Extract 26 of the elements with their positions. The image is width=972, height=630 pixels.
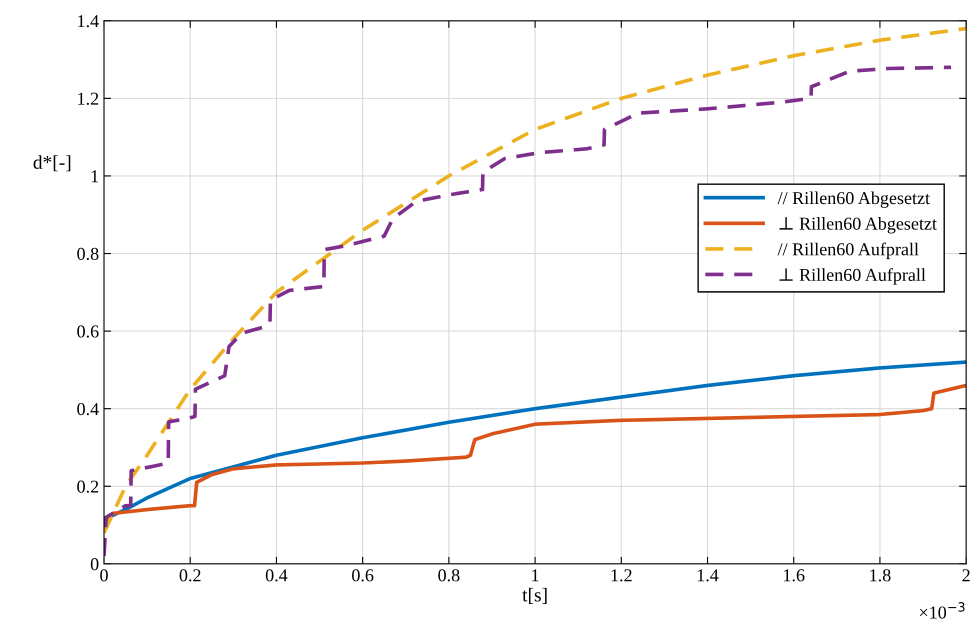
x-tick-label: 0.4 <box>266 569 288 582</box>
x-tick-label: 0.8 <box>438 569 460 582</box>
x-tick-label: 0 <box>100 569 108 582</box>
legend-label: ⊥ Rillen60 Abgesetzt <box>779 217 937 234</box>
text: ×10$^{−3}$ <box>920 602 965 619</box>
y-tick-label: 1.2 <box>78 92 98 105</box>
x-tick-label: 1 <box>532 569 539 582</box>
x-tick-label: 1.8 <box>870 569 891 582</box>
legend-label: ⊥ Rillen60 Aufprall <box>779 268 926 285</box>
y-tick-label: 0.8 <box>77 248 98 260</box>
legend-label: // Rillen60 Abgesetzt <box>778 191 930 208</box>
x-tick-label: 0.6 <box>352 569 374 582</box>
y-tick-label: 1 <box>92 170 98 182</box>
y-tick-label: 0.4 <box>77 402 99 416</box>
x-tick-label: 1.2 <box>612 569 632 582</box>
y-tick-label: 0.2 <box>77 480 98 493</box>
y-axis-title: d*[-] <box>34 155 70 172</box>
legend-label: // Rillen60 Aufprall <box>778 242 919 260</box>
y-tick-label: 1.4 <box>78 15 99 28</box>
y-tick-label: 0.6 <box>77 325 99 338</box>
x-tick-label: 2 <box>962 569 970 582</box>
y-tick-label: 0 <box>90 558 98 570</box>
x-tick-label: 1.4 <box>698 569 719 582</box>
x-axis-title: t[s] <box>522 588 547 604</box>
x-tick-label: 0.2 <box>180 569 201 582</box>
x-tick-label: 1.6 <box>784 569 804 582</box>
